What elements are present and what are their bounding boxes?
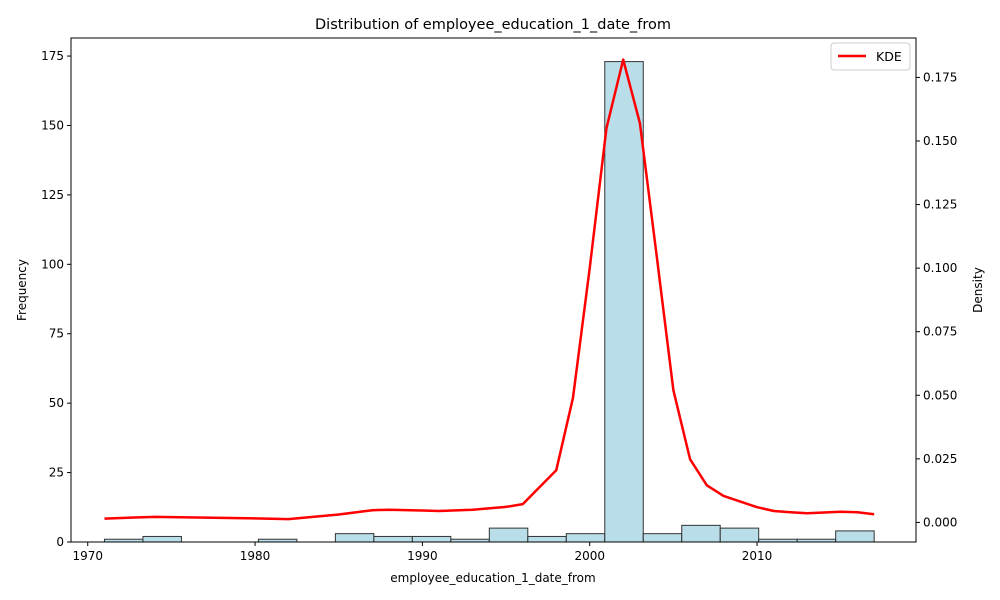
- x-axis-label: employee_education_1_date_from: [390, 571, 595, 585]
- y-tick-label: 125: [41, 188, 64, 202]
- plot-area-frame: [70, 37, 917, 543]
- y2-tick-label: 0.025: [923, 452, 957, 466]
- chart-title: Distribution of employee_education_1_dat…: [315, 17, 671, 33]
- histogram-bar: [681, 524, 721, 543]
- histogram-bars: [103, 61, 875, 543]
- y-tick-label: 150: [41, 118, 64, 132]
- histogram-bar: [527, 535, 567, 543]
- histogram-bar: [411, 535, 452, 543]
- y2-axis-ticks: 0.000 0.025 0.050 0.075 0.100 0.125 0.150 0.175: [916, 70, 957, 529]
- y-axis-ticks: 0 25 50 75 100 125 150 175: [41, 49, 71, 549]
- x-tick-label: 1980: [240, 549, 271, 563]
- x-tick-label: 1990: [407, 549, 438, 563]
- y-axis-label: Frequency: [15, 259, 29, 321]
- histogram-bar: [835, 530, 875, 543]
- y-tick-label: 0: [56, 535, 64, 549]
- x-tick-label: 2000: [574, 549, 605, 563]
- legend: KDE: [830, 42, 911, 71]
- y2-tick-label: 0.100: [923, 261, 957, 275]
- legend-box: [830, 42, 911, 71]
- histogram-bar: [719, 527, 760, 543]
- y-tick-label: 175: [41, 49, 64, 63]
- histogram-bar: [334, 533, 375, 543]
- histogram-bar: [373, 535, 413, 543]
- y-tick-label: 50: [49, 396, 64, 410]
- kde-line: [104, 58, 875, 521]
- histogram-bar: [565, 533, 606, 543]
- y-tick-label: 75: [49, 327, 64, 341]
- y2-tick-label: 0.050: [923, 388, 957, 402]
- histogram-bar: [642, 533, 683, 543]
- x-tick-label: 2010: [742, 549, 773, 563]
- kde-series: [104, 58, 875, 521]
- histogram-bar: [142, 535, 182, 543]
- y2-tick-label: 0.000: [923, 515, 957, 529]
- y2-tick-label: 0.075: [923, 325, 957, 339]
- histogram-bar: [488, 527, 529, 543]
- histogram-bar: [604, 61, 644, 543]
- y-tick-label: 25: [49, 466, 64, 480]
- y2-tick-label: 0.175: [923, 70, 957, 84]
- y2-tick-label: 0.150: [923, 134, 957, 148]
- y-tick-label: 100: [41, 257, 64, 271]
- y2-tick-label: 0.125: [923, 198, 957, 212]
- x-tick-label: 1970: [72, 549, 103, 563]
- x-axis-ticks: 1970 1980 1990 2000 2010: [72, 542, 772, 563]
- y2-axis-label: Density: [971, 267, 985, 313]
- legend-kde-label: KDE: [876, 49, 902, 64]
